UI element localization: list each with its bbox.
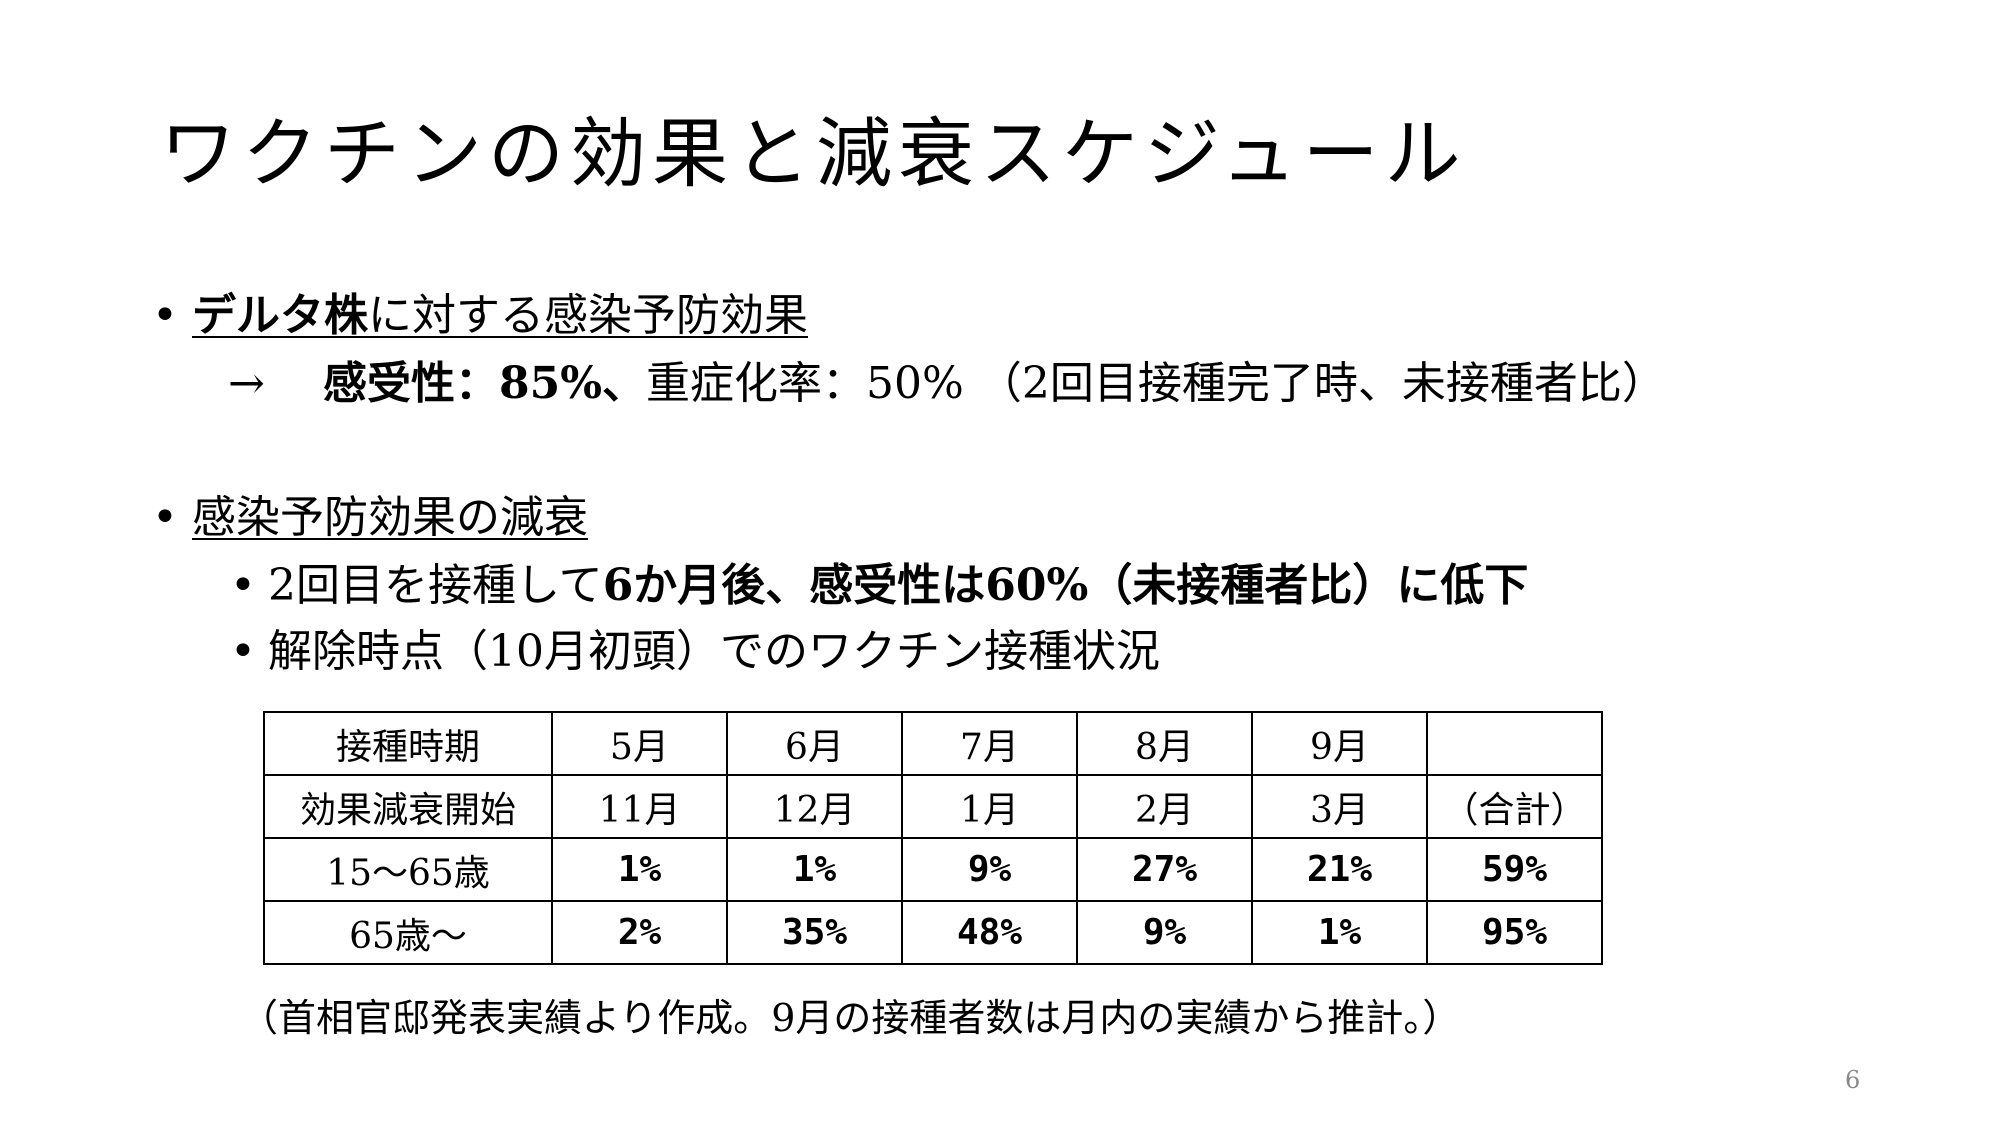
- table-cell: 1月: [901, 774, 1078, 839]
- table-cell: 35%: [726, 900, 903, 965]
- table-cell: 59%: [1426, 837, 1603, 902]
- table-row: 接種時期 5月 6月 7月 8月 9月: [263, 711, 1603, 776]
- source-note: （首相官邸発表実績より作成。9月の接種者数は月内の実績から推計。）: [240, 996, 1461, 1040]
- bullet-heading-delta: デルタ株に対する感染予防効果: [192, 290, 808, 341]
- table-cell: 1%: [1251, 900, 1428, 965]
- table-cell: 3月: [1251, 774, 1428, 839]
- waning-detail-part2: 6か月後、感受性は60%（未接種者比）に低下: [602, 560, 1529, 611]
- table-cell: 1%: [551, 837, 728, 902]
- table-cell: 27%: [1076, 837, 1253, 902]
- vaccination-status-heading: • 解除時点（10月初頭）でのワクチン接種状況: [230, 626, 1160, 679]
- waning-detail-part1: 2回目を接種して: [268, 560, 603, 611]
- bullet-dot: •: [152, 492, 178, 543]
- table-cell: 7月: [901, 711, 1078, 776]
- vaccination-table: 接種時期 5月 6月 7月 8月 9月 効果減衰開始 11月 12月 1月 2月…: [263, 711, 1603, 965]
- waning-detail: • 2回目を接種して6か月後、感受性は60%（未接種者比）に低下: [230, 560, 1528, 613]
- table-cell: 21%: [1251, 837, 1428, 902]
- table-cell: 2%: [551, 900, 728, 965]
- efficacy-heading-label: に対する感染予防効果: [368, 290, 808, 341]
- slide-title: ワクチンの効果と減衰スケジュール: [160, 109, 1467, 198]
- table-cell: 9月: [1251, 711, 1428, 776]
- table-cell: 9%: [901, 837, 1078, 902]
- delta-strain-label: デルタ株: [192, 290, 368, 341]
- table-cell: 8月: [1076, 711, 1253, 776]
- sub-bullet-dot: •: [230, 560, 256, 611]
- bullet-dot: •: [152, 290, 178, 341]
- table-cell: [1426, 711, 1603, 776]
- sub-bullet-dot: •: [230, 626, 256, 677]
- table-cell: 接種時期: [263, 711, 553, 776]
- table-cell: （合計）: [1426, 774, 1603, 839]
- table-row: 65歳～ 2% 35% 48% 9% 1% 95%: [263, 900, 1603, 965]
- table-cell: 65歳～: [263, 900, 553, 965]
- table-cell: 95%: [1426, 900, 1603, 965]
- table-cell: 2月: [1076, 774, 1253, 839]
- susceptibility-value: 感受性：85%、: [323, 358, 647, 409]
- table-row: 効果減衰開始 11月 12月 1月 2月 3月 （合計）: [263, 774, 1603, 839]
- bullet-heading-waning: 感染予防効果の減衰: [192, 492, 588, 543]
- table-cell: 1%: [726, 837, 903, 902]
- arrow-icon: →: [228, 358, 265, 409]
- table-cell: 9%: [1076, 900, 1253, 965]
- table-cell: 11月: [551, 774, 728, 839]
- table-cell: 効果減衰開始: [263, 774, 553, 839]
- table-cell: 5月: [551, 711, 728, 776]
- table-cell: 48%: [901, 900, 1078, 965]
- vaccination-status-label: 解除時点（10月初頭）でのワクチン接種状況: [268, 626, 1160, 677]
- table-cell: 6月: [726, 711, 903, 776]
- page-number: 6: [1845, 1066, 1861, 1094]
- severity-value: 重症化率：50% （2回目接種完了時、未接種者比）: [646, 358, 1666, 409]
- table-row: 15～65歳 1% 1% 9% 27% 21% 59%: [263, 837, 1603, 902]
- bullet-delta-efficacy: • デルタ株に対する感染予防効果: [152, 290, 808, 343]
- table-cell: 12月: [726, 774, 903, 839]
- delta-efficacy-detail: → 感受性：85%、重症化率：50% （2回目接種完了時、未接種者比）: [228, 358, 1666, 411]
- table-cell: 15～65歳: [263, 837, 553, 902]
- bullet-waning: • 感染予防効果の減衰: [152, 492, 588, 545]
